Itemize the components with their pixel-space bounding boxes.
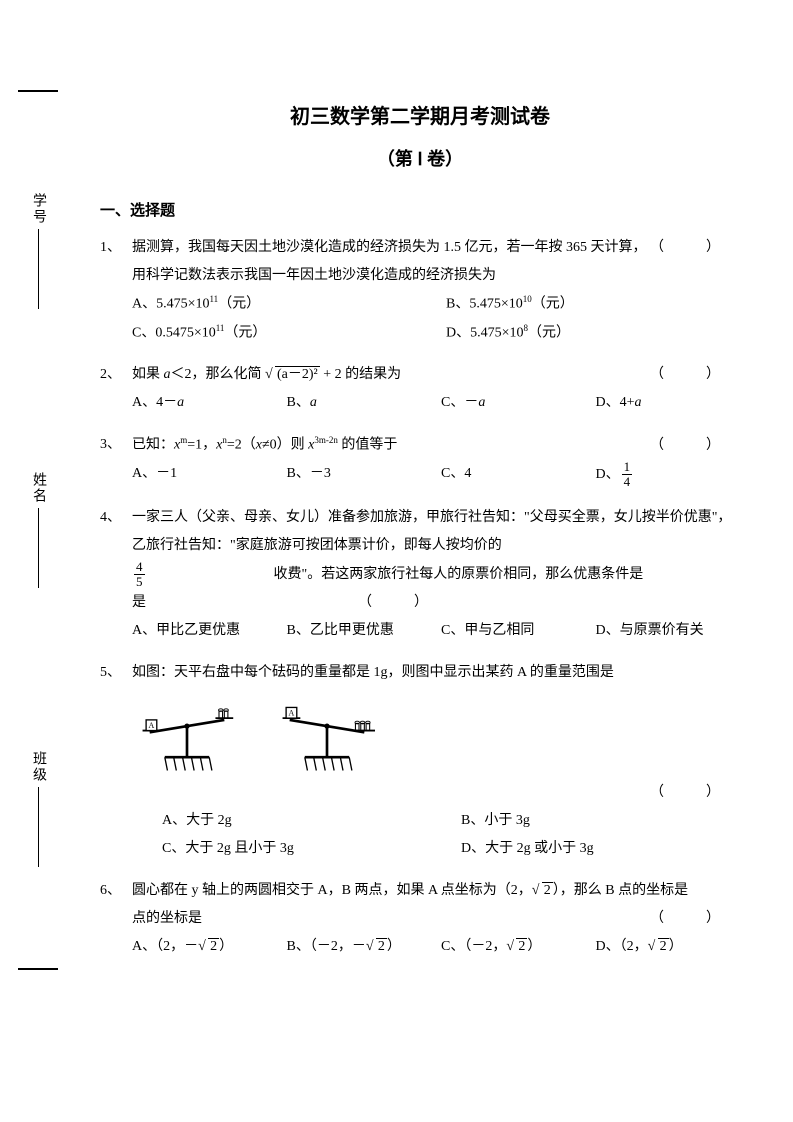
q1-body: 据测算，我国每天因土地沙漠化造成的经济损失为 1.5 亿元，若一年按 365 天… — [132, 234, 740, 347]
q2-paren: （ ） — [650, 361, 740, 389]
exam-subtitle: （第 Ⅰ 卷） — [100, 145, 740, 171]
label-class: 班级 — [28, 751, 48, 867]
q6-text: 圆心都在 y 轴上的两圆相交于 A，B 两点，如果 A 点坐标为（2，2），那么… — [132, 877, 740, 905]
q1-option-c: C、0.5475×1011（元） — [132, 319, 426, 348]
q1-paren: （ ） — [650, 234, 740, 262]
label-student-id: 学号 — [28, 193, 48, 309]
q2-text: 如果 a＜2，那么化简 (a－2)² + 2 的结果为 — [132, 361, 650, 389]
q2-option-b: B、a — [287, 389, 432, 417]
q4-text-2: 45 收费"。若这两家旅行社每人的原票价相同，那么优惠条件是 — [132, 560, 740, 590]
q3-text: 已知：xm=1，xn=2（x≠0）则 x3m-2n 的值等于 — [132, 431, 650, 460]
q2-number: 2、 — [100, 361, 132, 417]
name-line — [38, 508, 39, 588]
q5-option-d: D、大于 2g 或小于 3g — [461, 835, 740, 863]
svg-text:A: A — [149, 721, 155, 730]
exam-page: 初三数学第二学期月考测试卷 （第 Ⅰ 卷） 一、选择题 1、 据测算，我国每天因… — [100, 100, 740, 975]
question-1: 1、 据测算，我国每天因土地沙漠化造成的经济损失为 1.5 亿元，若一年按 36… — [100, 234, 740, 347]
q1-number: 1、 — [100, 234, 132, 347]
q5-figures: A A — [132, 695, 740, 775]
q2-option-d: D、4+a — [596, 389, 741, 417]
q4-options: A、甲比乙更优惠 B、乙比甲更优惠 C、甲与乙相同 D、与原票价有关 — [132, 617, 740, 645]
q5-body: 如图：天平右盘中每个砝码的重量都是 1g，则图中显示出某药 A 的重量范围是 A — [132, 659, 740, 863]
q3-option-b: B、－3 — [287, 460, 432, 490]
q6-option-d: D、（2，2） — [596, 933, 741, 961]
q3-option-a: A、－1 — [132, 460, 277, 490]
q5-option-a: A、大于 2g — [162, 807, 441, 835]
q6-body: 圆心都在 y 轴上的两圆相交于 A，B 两点，如果 A 点坐标为（2，2），那么… — [132, 877, 740, 961]
question-3: 3、 已知：xm=1，xn=2（x≠0）则 x3m-2n 的值等于 （ ） A、… — [100, 431, 740, 489]
class-label: 班级 — [28, 751, 48, 783]
q5-text: 如图：天平右盘中每个砝码的重量都是 1g，则图中显示出某药 A 的重量范围是 — [132, 659, 740, 687]
student-id-label: 学号 — [28, 193, 48, 225]
label-name: 姓名 — [28, 472, 48, 588]
q2-option-c: C、－a — [441, 389, 586, 417]
q5-option-c: C、大于 2g 且小于 3g — [162, 835, 441, 863]
balance-left-icon: A — [132, 695, 242, 775]
q1-options: A、5.475×1011（元） B、5.475×1010（元） C、0.5475… — [132, 290, 740, 347]
q6-options: A、（2，－2） B、（－2，－2） C、（－2，2） D、（2，2） — [132, 933, 740, 961]
q1-option-b: B、5.475×1010（元） — [446, 290, 740, 319]
q5-option-b: B、小于 3g — [461, 807, 740, 835]
exam-title: 初三数学第二学期月考测试卷 — [100, 100, 740, 129]
q2-body: 如果 a＜2，那么化简 (a－2)² + 2 的结果为 （ ） A、4－a B、… — [132, 361, 740, 417]
q3-paren: （ ） — [650, 432, 740, 460]
q5-number: 5、 — [100, 659, 132, 863]
q3-options: A、－1 B、－3 C、4 D、14 — [132, 460, 740, 490]
q2-option-a: A、4－a — [132, 389, 277, 417]
q3-body: 已知：xm=1，xn=2（x≠0）则 x3m-2n 的值等于 （ ） A、－1 … — [132, 431, 740, 489]
q4-text-1: 一家三人（父亲、母亲、女儿）准备参加旅游，甲旅行社告知："父母买全票，女儿按半价… — [132, 504, 740, 560]
question-4: 4、 一家三人（父亲、母亲、女儿）准备参加旅游，甲旅行社告知："父母买全票，女儿… — [100, 504, 740, 646]
q6-option-c: C、（－2，2） — [441, 933, 586, 961]
q1-option-d: D、5.475×108（元） — [446, 319, 740, 348]
q5-options: A、大于 2g B、小于 3g C、大于 2g 且小于 3g D、大于 2g 或… — [132, 807, 740, 863]
binding-margin: 学号 姓名 班级 — [18, 90, 58, 970]
q4-number: 4、 — [100, 504, 132, 646]
q3-option-c: C、4 — [441, 460, 586, 490]
q5-paren: （ ） — [132, 779, 740, 807]
q4-option-b: B、乙比甲更优惠 — [287, 617, 432, 645]
q4-option-d: D、与原票价有关 — [596, 617, 741, 645]
q1-option-a: A、5.475×1011（元） — [132, 290, 426, 319]
q4-paren: （ ） — [278, 589, 448, 617]
q3-option-d: D、14 — [596, 460, 741, 490]
q6-option-a: A、（2，－2） — [132, 933, 277, 961]
name-label: 姓名 — [28, 472, 48, 504]
svg-text:A: A — [289, 709, 295, 718]
q2-options: A、4－a B、a C、－a D、4+a — [132, 389, 740, 417]
section-1-header: 一、选择题 — [100, 199, 740, 220]
q6-option-b: B、（－2，－2） — [287, 933, 432, 961]
q3-number: 3、 — [100, 431, 132, 489]
question-5: 5、 如图：天平右盘中每个砝码的重量都是 1g，则图中显示出某药 A 的重量范围… — [100, 659, 740, 863]
q6-number: 6、 — [100, 877, 132, 961]
q4-option-a: A、甲比乙更优惠 — [132, 617, 277, 645]
q4-body: 一家三人（父亲、母亲、女儿）准备参加旅游，甲旅行社告知："父母买全票，女儿按半价… — [132, 504, 740, 646]
q1-text: 据测算，我国每天因土地沙漠化造成的经济损失为 1.5 亿元，若一年按 365 天… — [132, 234, 650, 290]
question-6: 6、 圆心都在 y 轴上的两圆相交于 A，B 两点，如果 A 点坐标为（2，2）… — [100, 877, 740, 961]
class-line — [38, 787, 39, 867]
student-id-line — [38, 229, 39, 309]
balance-right-icon: A — [272, 695, 382, 775]
question-2: 2、 如果 a＜2，那么化简 (a－2)² + 2 的结果为 （ ） A、4－a… — [100, 361, 740, 417]
q4-option-c: C、甲与乙相同 — [441, 617, 586, 645]
q6-paren: （ ） — [650, 905, 740, 933]
